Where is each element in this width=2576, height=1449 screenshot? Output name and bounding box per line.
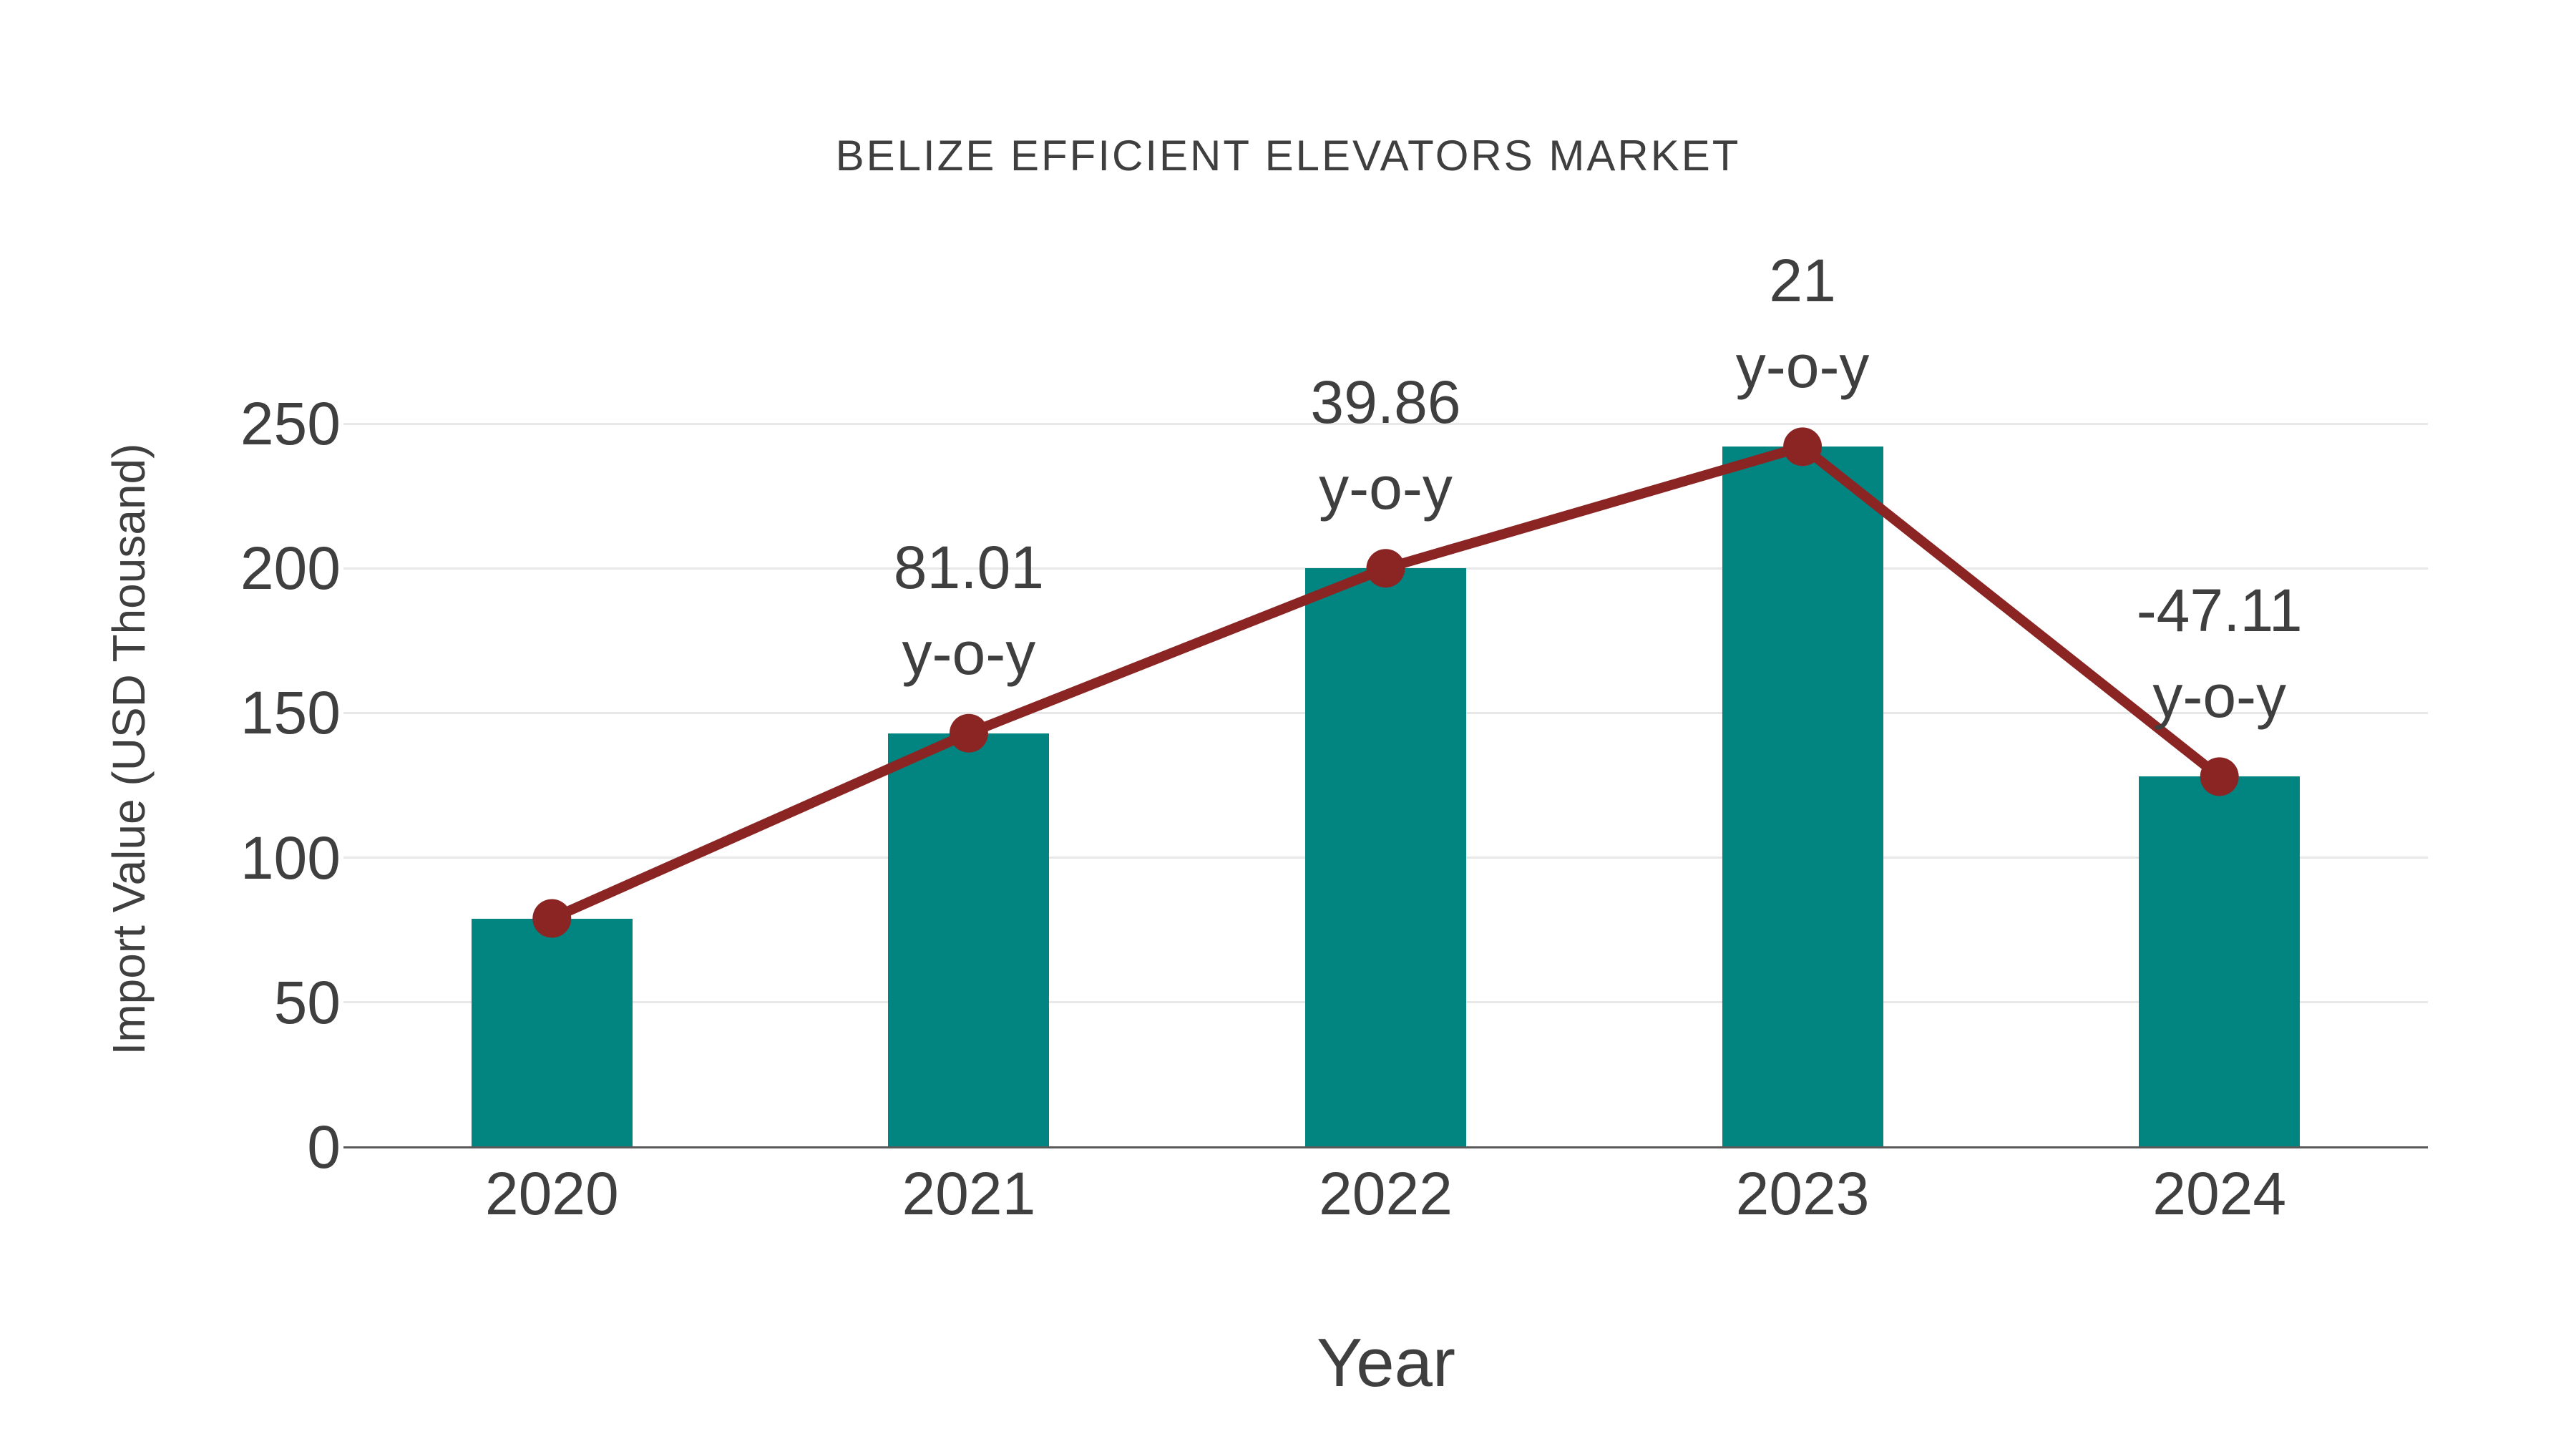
yoy-suffix: y-o-y <box>2152 663 2287 731</box>
trend-point-2024 <box>2200 757 2239 796</box>
yoy-label-2024: -47.11 y-o-y <box>1969 567 2470 739</box>
bar-2023 <box>1722 447 1883 1147</box>
bar-2020 <box>471 918 633 1147</box>
x-tick-label-2021: 2021 <box>902 1160 1036 1227</box>
y-tick-label-200: 200 <box>240 535 341 602</box>
trend-point-2022 <box>1366 549 1405 588</box>
yoy-suffix: y-o-y <box>902 619 1036 687</box>
yoy-value: -47.11 <box>2136 577 2303 645</box>
yoy-value: 39.86 <box>1310 369 1461 436</box>
bar-2021 <box>888 733 1050 1147</box>
chart-title: BELIZE EFFICIENT ELEVATORS MARKET <box>835 132 1741 180</box>
x-tick-label-2022: 2022 <box>1319 1160 1453 1227</box>
y-tick-label-250: 250 <box>240 390 341 457</box>
y-tick-label-150: 150 <box>240 679 341 747</box>
x-axis-label: Year <box>1317 1324 1455 1401</box>
trend-point-2021 <box>949 713 988 753</box>
gridline-250 <box>343 422 2428 425</box>
x-tick-label-2020: 2020 <box>484 1160 619 1227</box>
trend-point-2020 <box>532 899 572 938</box>
y-tick-label-100: 100 <box>240 824 341 892</box>
y-tick-label-50: 50 <box>273 968 341 1036</box>
yoy-value: 21 <box>1769 247 1836 315</box>
yoy-label-2021: 81.01 y-o-y <box>718 525 1219 696</box>
y-tick-label-0: 0 <box>307 1113 341 1181</box>
yoy-value: 81.01 <box>893 533 1044 601</box>
trend-point-2023 <box>1783 427 1823 467</box>
bar-2024 <box>2139 776 2301 1147</box>
yoy-label-2023: 21 y-o-y <box>1552 238 2053 409</box>
bar-2022 <box>1305 568 1466 1147</box>
yoy-label-2022: 39.86 y-o-y <box>1136 359 1636 531</box>
yoy-suffix: y-o-y <box>1735 333 1870 401</box>
x-tick-label-2024: 2024 <box>2152 1160 2287 1227</box>
x-axis-line <box>343 1146 2428 1148</box>
x-tick-label-2023: 2023 <box>1735 1160 1870 1227</box>
yoy-suffix: y-o-y <box>1319 454 1453 522</box>
